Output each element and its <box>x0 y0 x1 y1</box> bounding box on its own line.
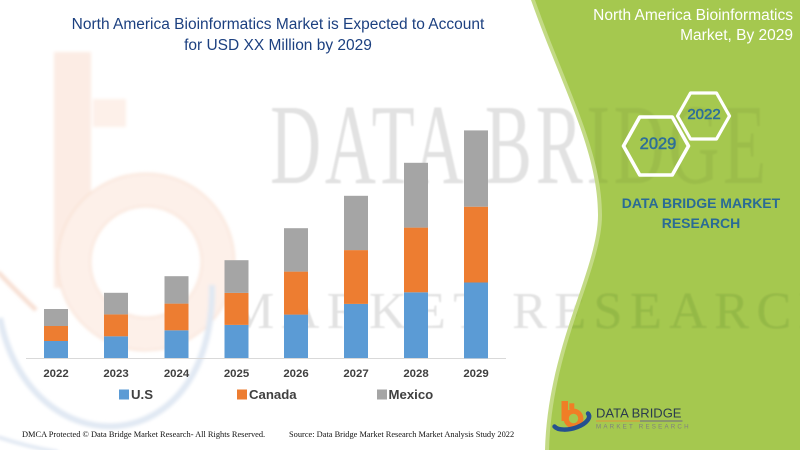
svg-text:2028: 2028 <box>403 368 428 380</box>
svg-text:2022: 2022 <box>43 368 68 380</box>
svg-text:2026: 2026 <box>283 368 308 380</box>
svg-text:DATA BRIDGE: DATA BRIDGE <box>596 406 682 421</box>
svg-text:2023: 2023 <box>103 368 128 380</box>
svg-text:2029: 2029 <box>463 368 488 380</box>
svg-text:2024: 2024 <box>164 368 190 380</box>
svg-text:2027: 2027 <box>343 368 368 380</box>
svg-text:2025: 2025 <box>224 368 250 380</box>
svg-text:MARKET RESEARCH: MARKET RESEARCH <box>596 424 691 431</box>
svg-text:Mexico: Mexico <box>389 387 434 402</box>
svg-text:Canada: Canada <box>249 387 297 402</box>
svg-text:U.S: U.S <box>131 387 153 402</box>
